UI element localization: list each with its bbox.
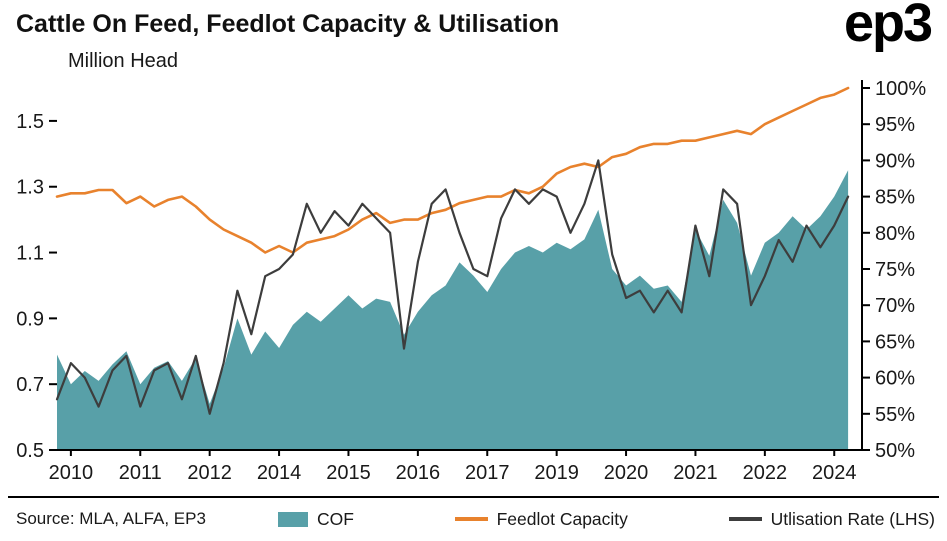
y-left-tick-label: 0.7: [16, 374, 44, 396]
y-left-tick-label: 0.5: [16, 440, 44, 462]
legend-item-utlisation-rate-lhs: Utlisation Rate (LHS): [728, 508, 935, 530]
y-right-tick-label: 60%: [875, 368, 915, 390]
legend-label-cof: COF: [316, 508, 354, 529]
chart-plot-area: 0.5 0.7 0.9 1.1 1.3 1.5 50% 55% 60% 65% 70% 75% 80% 8…: [16, 78, 926, 484]
legend: COF Feedlot Capacity Utlisation Rate (LHS): [277, 508, 935, 530]
y-right-tick-label: 80%: [875, 223, 915, 245]
legend-marker-cof: [277, 511, 308, 527]
y-left-tick-label: 1.3: [16, 177, 44, 199]
y-right-tick-label: 50%: [875, 440, 915, 462]
x-tick-label: 2014: [257, 462, 302, 484]
y-right-tick-label: 100%: [875, 78, 926, 100]
ep3-logo: ep3: [843, 0, 933, 53]
source-text: Source: MLA, ALFA, EP3: [16, 509, 206, 528]
x-tick-label: 2015: [326, 462, 371, 484]
footer-divider: [8, 496, 939, 498]
y-left-tick-label: 0.9: [16, 308, 44, 330]
legend-item-feedlot-capacity: Feedlot Capacity: [454, 508, 628, 530]
cof-area: [57, 170, 849, 451]
x-tick-label: 2012: [187, 462, 232, 484]
y-left-tick-label: 1.1: [16, 243, 44, 265]
y-right-tick-label: 55%: [875, 404, 915, 426]
y-right-tick-label: 75%: [875, 259, 915, 281]
y-right-tick-label: 85%: [875, 187, 915, 209]
x-tick-label: 2010: [49, 462, 94, 484]
x-tick-label: 2019: [534, 462, 579, 484]
feedlot-capacity-line: [55, 86, 850, 254]
x-tick-label: 2017: [465, 462, 510, 484]
y-right-tick-label: 65%: [875, 331, 915, 353]
y-left-tick-label: 1.5: [16, 111, 44, 133]
legend-label-feedlot-capacity: Feedlot Capacity: [496, 508, 628, 529]
x-tick-label: 2020: [604, 462, 649, 484]
x-tick-label: 2021: [673, 462, 718, 484]
legend-item-cof: COF: [277, 508, 354, 530]
x-tick-label: 2011: [119, 462, 162, 484]
footer: Source: MLA, ALFA, EP3 COF Feedlot Capaci…: [16, 502, 935, 536]
x-tick-label: 2022: [743, 462, 788, 484]
legend-marker-utlisation-rate-lhs: [728, 517, 762, 521]
utlisation-rate-lhs-line: [55, 159, 850, 415]
legend-marker-feedlot-capacity: [454, 517, 488, 521]
x-tick-label: 2024: [812, 462, 857, 484]
legend-label-utlisation-rate-lhs: Utlisation Rate (LHS): [770, 508, 935, 529]
y-right-tick-label: 95%: [875, 114, 915, 136]
chart-title: Cattle On Feed, Feedlot Capacity & Utili…: [16, 10, 560, 38]
y-right-tick-label: 70%: [875, 295, 915, 317]
y-axis-unit-label: Million Head: [68, 50, 179, 72]
x-tick-label: 2016: [396, 462, 441, 484]
y-right-tick-label: 90%: [875, 150, 915, 172]
